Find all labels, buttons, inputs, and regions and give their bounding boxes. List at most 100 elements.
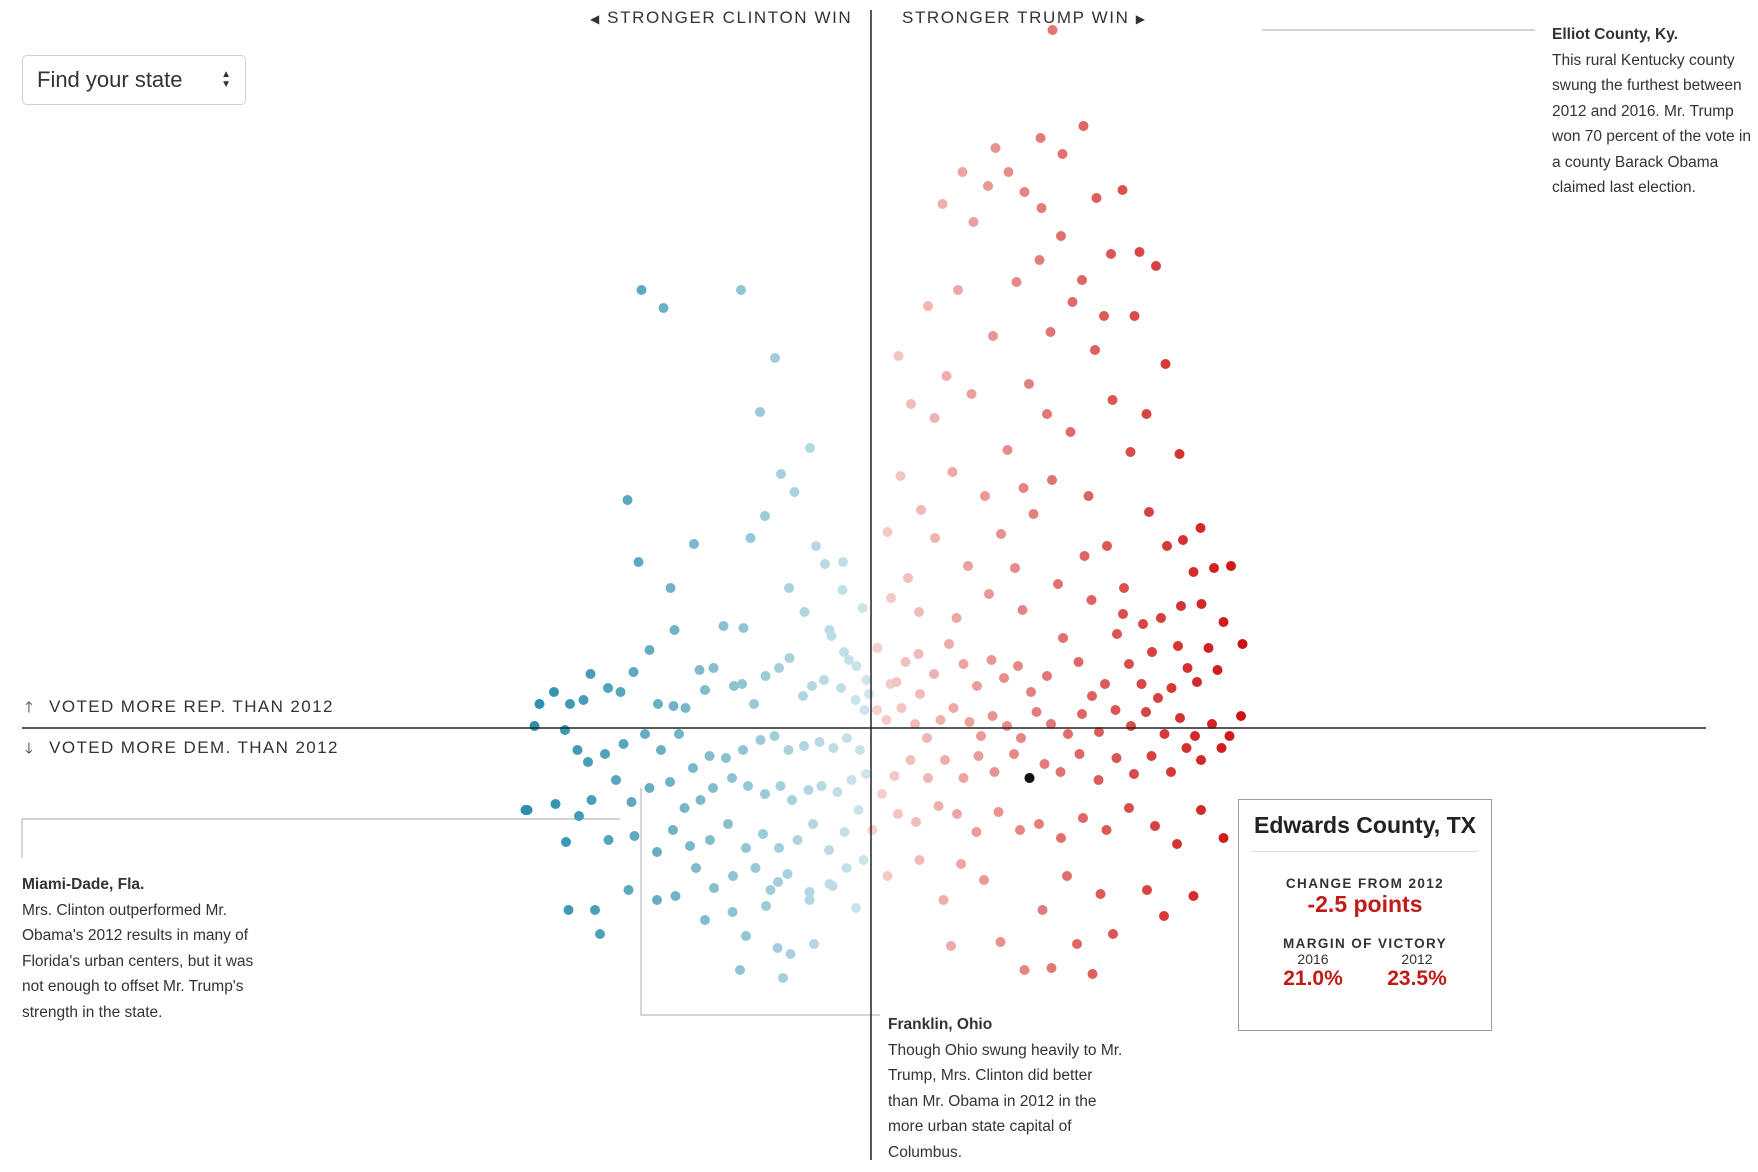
county-point-141[interactable] xyxy=(735,965,745,975)
county-point-102[interactable] xyxy=(629,831,640,841)
county-point-275[interactable] xyxy=(1188,891,1199,901)
county-point-282[interactable] xyxy=(1019,965,1030,975)
county-point-130[interactable] xyxy=(563,905,574,915)
county-point-77[interactable] xyxy=(842,733,852,743)
county-point-107[interactable] xyxy=(723,819,733,829)
county-point-245[interactable] xyxy=(989,767,1000,777)
county-point-109[interactable] xyxy=(758,829,768,839)
county-point-86[interactable] xyxy=(760,789,770,799)
county-point-146[interactable] xyxy=(886,593,896,603)
county-point-26[interactable] xyxy=(826,631,837,641)
county-point-290[interactable] xyxy=(963,561,973,571)
county-point-229[interactable] xyxy=(1207,719,1217,729)
county-point-220[interactable] xyxy=(1063,729,1073,739)
county-point-132[interactable] xyxy=(700,915,710,925)
county-point-327[interactable] xyxy=(984,589,994,599)
county-point-271[interactable] xyxy=(979,875,989,885)
county-point-334[interactable] xyxy=(1192,677,1202,687)
county-point-162[interactable] xyxy=(1036,203,1047,213)
county-point-259[interactable] xyxy=(1015,825,1025,835)
county-point-281[interactable] xyxy=(867,825,878,835)
county-point-15[interactable] xyxy=(622,495,633,505)
county-point-267[interactable] xyxy=(1196,805,1206,815)
county-point-50[interactable] xyxy=(653,699,663,709)
county-point-112[interactable] xyxy=(808,819,818,829)
county-point-40[interactable] xyxy=(774,663,784,673)
county-point-29[interactable] xyxy=(851,661,862,671)
county-point-192[interactable] xyxy=(1058,633,1068,643)
county-point-85[interactable] xyxy=(775,781,786,791)
county-point-247[interactable] xyxy=(958,773,969,783)
county-point-304[interactable] xyxy=(1028,509,1039,519)
county-point-185[interactable] xyxy=(1153,693,1163,703)
county-point-98[interactable] xyxy=(550,799,561,809)
county-point-122[interactable] xyxy=(750,863,761,873)
county-point-179[interactable] xyxy=(1218,617,1229,627)
county-point-67[interactable] xyxy=(688,763,698,773)
county-point-216[interactable] xyxy=(1002,721,1012,731)
county-point-135[interactable] xyxy=(741,931,751,941)
county-point-150[interactable] xyxy=(941,371,952,381)
county-point-48[interactable] xyxy=(680,703,691,713)
county-point-148[interactable] xyxy=(916,505,926,515)
county-point-6[interactable] xyxy=(789,487,800,497)
county-point-193[interactable] xyxy=(1042,671,1052,681)
county-point-49[interactable] xyxy=(668,701,679,711)
county-point-226[interactable] xyxy=(1159,729,1170,739)
county-point-207[interactable] xyxy=(881,715,892,725)
county-point-24[interactable] xyxy=(799,607,810,617)
county-point-212[interactable] xyxy=(948,703,959,713)
county-point-301[interactable] xyxy=(1176,601,1186,611)
county-point-176[interactable] xyxy=(1178,535,1188,545)
county-point-144[interactable] xyxy=(882,527,893,537)
county-point-223[interactable] xyxy=(1110,705,1121,715)
county-point-22[interactable] xyxy=(738,623,749,633)
county-point-206[interactable] xyxy=(872,705,882,715)
county-point-196[interactable] xyxy=(999,673,1009,683)
county-point-253[interactable] xyxy=(893,809,903,819)
county-point-288[interactable] xyxy=(914,607,924,617)
county-point-198[interactable] xyxy=(972,681,982,691)
highlighted-county-point-0[interactable] xyxy=(1047,25,1058,35)
county-point-181[interactable] xyxy=(1237,639,1248,649)
county-point-214[interactable] xyxy=(976,731,986,741)
county-point-279[interactable] xyxy=(914,855,925,865)
county-point-12[interactable] xyxy=(760,511,770,521)
county-point-297[interactable] xyxy=(1107,395,1118,405)
county-point-317[interactable] xyxy=(1056,231,1066,241)
county-point-93[interactable] xyxy=(644,783,655,793)
county-point-164[interactable] xyxy=(1057,149,1068,159)
county-point-225[interactable] xyxy=(1141,707,1151,717)
selected-county-marker[interactable] xyxy=(1024,773,1035,783)
county-point-302[interactable] xyxy=(1196,599,1207,609)
county-point-256[interactable] xyxy=(952,809,962,819)
county-point-237[interactable] xyxy=(1129,769,1139,779)
county-point-115[interactable] xyxy=(853,805,864,815)
county-point-66[interactable] xyxy=(674,729,684,739)
county-point-186[interactable] xyxy=(1136,679,1147,689)
county-point-228[interactable] xyxy=(1190,731,1200,741)
county-point-120[interactable] xyxy=(782,869,793,879)
county-point-160[interactable] xyxy=(1003,167,1014,177)
county-point-7[interactable] xyxy=(805,443,815,453)
county-point-126[interactable] xyxy=(670,891,681,901)
county-point-218[interactable] xyxy=(1031,707,1042,717)
county-point-284[interactable] xyxy=(1142,885,1152,895)
county-point-133[interactable] xyxy=(727,907,738,917)
county-point-19[interactable] xyxy=(644,645,655,655)
county-point-113[interactable] xyxy=(824,845,834,855)
county-point-262[interactable] xyxy=(1078,813,1088,823)
county-point-76[interactable] xyxy=(828,743,839,753)
county-point-33[interactable] xyxy=(859,705,870,715)
county-point-313[interactable] xyxy=(966,389,977,399)
county-point-180[interactable] xyxy=(1226,561,1236,571)
county-point-261[interactable] xyxy=(1056,833,1066,843)
county-point-266[interactable] xyxy=(1172,839,1182,849)
county-point-172[interactable] xyxy=(1160,359,1171,369)
county-point-295[interactable] xyxy=(1067,297,1078,307)
county-point-155[interactable] xyxy=(968,217,979,227)
county-point-69[interactable] xyxy=(721,753,731,763)
county-point-233[interactable] xyxy=(1196,755,1206,765)
county-point-149[interactable] xyxy=(929,413,940,423)
county-point-159[interactable] xyxy=(990,143,1001,153)
